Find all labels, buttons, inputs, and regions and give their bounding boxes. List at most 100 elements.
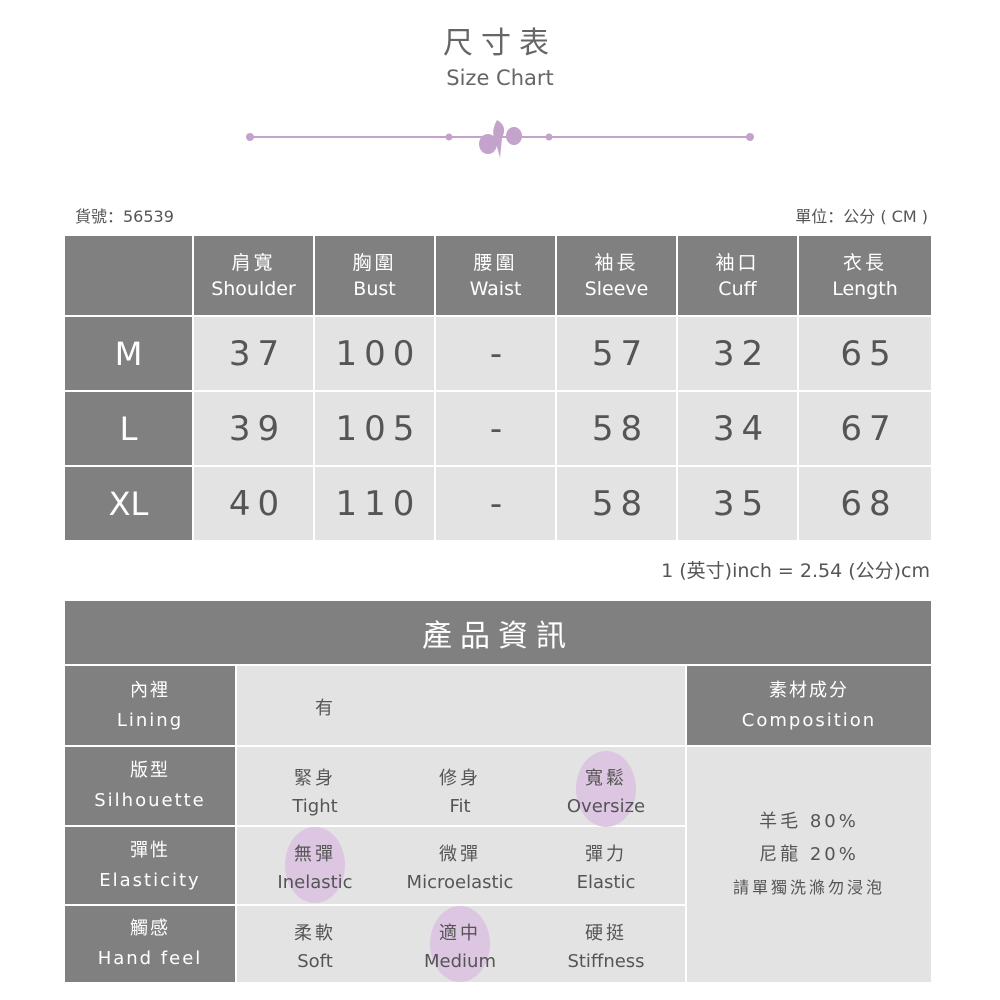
attribute-option: 硬挺 Stiffness: [536, 920, 676, 976]
column-header-en: Shoulder: [211, 277, 296, 300]
attribute-label: 版型 Silhouette: [65, 747, 235, 825]
care-instruction: 請單獨洗滌勿浸泡: [732, 878, 885, 897]
attribute-option-selected: 寬鬆 Oversize: [536, 751, 676, 827]
column-header: 腰圍 Waist: [436, 236, 555, 315]
option-en: Tight: [292, 796, 338, 817]
size-label: XL: [65, 467, 192, 540]
size-value-cell: -: [436, 392, 555, 465]
attribute-option: 修身 Fit: [390, 765, 530, 821]
column-header-cn: 胸圍: [352, 251, 397, 274]
column-header: 袖長 Sleeve: [557, 236, 676, 315]
corner-cell: [65, 236, 192, 315]
column-header-cn: 袖口: [715, 251, 760, 274]
lining-label-cn: 內裡: [130, 679, 170, 701]
column-header-cn: 衣長: [842, 251, 887, 274]
option-cn: 適中: [439, 923, 481, 944]
option-en: Stiffness: [567, 951, 645, 972]
option-en: Oversize: [566, 796, 646, 817]
attribute-option-selected: 無彈 Inelastic: [245, 827, 385, 903]
title-cn: 尺寸表: [443, 26, 557, 61]
size-label: M: [65, 317, 192, 390]
option-cn: 硬挺: [585, 923, 627, 944]
lining-label-en: Lining: [116, 709, 184, 731]
size-value-cell: 110: [315, 467, 434, 540]
option-cn: 彈力: [585, 844, 627, 865]
selected-highlight-circle: [285, 827, 345, 903]
unit-label: 單位：公分 ( CM ): [795, 207, 928, 226]
option-cn: 寬鬆: [585, 768, 627, 789]
selected-highlight-circle: [430, 906, 490, 982]
option-en: Elastic: [576, 872, 636, 893]
composition-line: 羊毛 80%: [759, 811, 859, 832]
composition-label-en: Composition: [741, 709, 877, 731]
size-value-cell: 65: [799, 317, 931, 390]
lining-label: 內裡 Lining: [65, 666, 235, 745]
column-header-en: Cuff: [718, 277, 757, 300]
option-cn: 緊身: [294, 768, 336, 789]
attribute-option: 微彈 Microelastic: [390, 841, 530, 897]
option-en: Soft: [297, 951, 333, 972]
lining-value-cell: 有: [237, 666, 685, 745]
column-header-cn: 肩寬: [231, 251, 276, 274]
size-value-cell: 34: [678, 392, 797, 465]
attribute-options-cell: 緊身 Tight 修身 Fit 寬鬆 Oversize: [237, 747, 685, 827]
size-value-cell: 35: [678, 467, 797, 540]
option-en: Inelastic: [277, 872, 353, 893]
size-value-cell: 57: [557, 317, 676, 390]
option-cn: 柔軟: [294, 923, 336, 944]
composition-value: 羊毛 80% 尼龍 20% 請單獨洗滌勿浸泡: [687, 747, 931, 982]
size-value-cell: 68: [799, 467, 931, 540]
size-value-cell: 100: [315, 317, 434, 390]
option-en: Fit: [449, 796, 471, 817]
option-cn: 無彈: [294, 844, 336, 865]
attribute-label: 彈性 Elasticity: [65, 827, 235, 904]
size-value-cell: 58: [557, 392, 676, 465]
size-value-cell: 67: [799, 392, 931, 465]
attribute-label-en: Hand feel: [97, 948, 203, 969]
column-header: 袖口 Cuff: [678, 236, 797, 315]
lining-value: 有: [315, 698, 333, 719]
inch-conversion-note: 1 (英寸)inch = 2.54 (公分)cm: [661, 560, 930, 582]
attribute-label: 觸感 Hand feel: [65, 906, 235, 982]
column-header-en: Waist: [469, 277, 522, 300]
composition-label: 素材成分 Composition: [687, 666, 931, 745]
size-label: L: [65, 392, 192, 465]
attribute-options-cell: 柔軟 Soft 適中 Medium 硬挺 Stiffness: [237, 906, 685, 982]
size-value-cell: -: [436, 467, 555, 540]
attribute-option: 彈力 Elastic: [536, 841, 676, 897]
size-value-cell: 40: [194, 467, 313, 540]
selected-highlight-circle: [576, 751, 636, 827]
item-number: 貨號：56539: [75, 207, 174, 226]
column-header: 肩寬 Shoulder: [194, 236, 313, 315]
option-cn: 修身: [439, 768, 481, 789]
size-value-cell: 105: [315, 392, 434, 465]
column-header-cn: 腰圍: [473, 251, 518, 274]
composition-line: 尼龍 20%: [759, 844, 859, 865]
column-header-en: Length: [832, 277, 898, 300]
composition-label-cn: 素材成分: [769, 679, 849, 701]
size-value-cell: -: [436, 317, 555, 390]
attribute-label-cn: 彈性: [130, 839, 170, 861]
column-header: 衣長 Length: [799, 236, 931, 315]
size-value-cell: 32: [678, 317, 797, 390]
product-info-title: 產品資訊: [65, 601, 931, 664]
size-value-cell: 58: [557, 467, 676, 540]
size-value-cell: 39: [194, 392, 313, 465]
column-header-en: Sleeve: [584, 277, 649, 300]
attribute-option: 柔軟 Soft: [245, 920, 385, 976]
column-header: 胸圍 Bust: [315, 236, 434, 315]
option-en: Microelastic: [406, 872, 514, 893]
option-en: Medium: [424, 951, 496, 972]
column-header-cn: 袖長: [594, 251, 639, 274]
attribute-option: 緊身 Tight: [245, 765, 385, 821]
attribute-label-cn: 版型: [130, 760, 170, 781]
column-header-en: Bust: [353, 277, 396, 300]
attribute-label-en: Silhouette: [94, 790, 206, 811]
attribute-label-cn: 觸感: [130, 918, 170, 939]
attribute-option-selected: 適中 Medium: [390, 906, 530, 982]
size-value-cell: 37: [194, 317, 313, 390]
attribute-options-cell: 無彈 Inelastic 微彈 Microelastic 彈力 Elastic: [237, 827, 685, 904]
title-en: Size Chart: [446, 66, 554, 90]
attribute-label-en: Elasticity: [99, 869, 201, 891]
option-cn: 微彈: [439, 844, 481, 865]
